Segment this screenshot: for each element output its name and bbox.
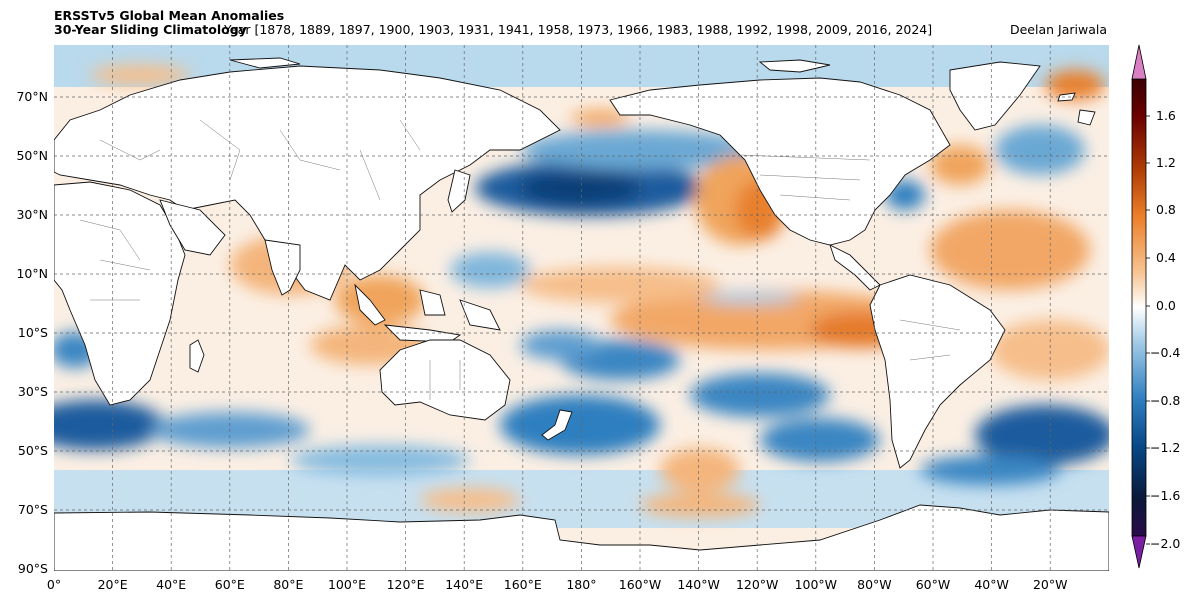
colorbar-tick: 0.8 xyxy=(1156,202,1176,217)
lon-tick: 120°W xyxy=(736,577,778,592)
title-line-1: ERSSTv5 Global Mean Anomalies xyxy=(54,8,285,23)
colorbar-tick: −1.6 xyxy=(1150,488,1180,503)
lon-tick: 100°W xyxy=(795,577,837,592)
latitude-tick-labels: 70°N 50°N 30°N 10°N 10°S 30°S 50°S 70°S … xyxy=(16,89,48,576)
lon-tick: 180° xyxy=(566,577,596,592)
lon-tick: 140°W xyxy=(677,577,719,592)
colorbar-tick: 0.4 xyxy=(1156,250,1176,265)
lat-tick: 50°N xyxy=(16,148,48,163)
longitude-tick-labels: 0° 20°E 40°E 60°E 80°E 100°E 120°E 140°E… xyxy=(47,577,1068,592)
colorbar-tick: 1.6 xyxy=(1156,108,1176,123)
colorbar-extend-max xyxy=(1131,44,1147,80)
lon-tick: 80°E xyxy=(273,577,303,592)
lat-tick: 90°S xyxy=(18,561,48,576)
colorbar-tick: −0.4 xyxy=(1150,345,1180,360)
colorbar-tick: −0.8 xyxy=(1150,393,1180,408)
colorbar-extend-min xyxy=(1131,535,1147,569)
lon-tick: 60°W xyxy=(916,577,951,592)
lon-tick: 20°W xyxy=(1033,577,1068,592)
lon-tick: 80°W xyxy=(857,577,892,592)
lon-tick: 160°W xyxy=(619,577,661,592)
colorbar-tick: −1.2 xyxy=(1150,440,1180,455)
title-line-2: 30-Year Sliding Climatology xyxy=(54,22,247,37)
lon-tick: 140°E xyxy=(445,577,483,592)
lon-tick: 40°E xyxy=(156,577,186,592)
lon-tick: 20°E xyxy=(98,577,128,592)
lat-tick: 70°S xyxy=(18,502,48,517)
gridlines xyxy=(54,45,1109,571)
map-area xyxy=(54,45,1109,571)
lon-tick: 0° xyxy=(47,577,61,592)
colorbar: 1.6 1.2 0.8 0.4 0.0 −0.4 −0.8 −1.2 −1.6 … xyxy=(1131,44,1180,569)
lon-tick: 120°E xyxy=(387,577,425,592)
sst-anomaly-field xyxy=(54,65,1109,517)
colorbar-tick: 1.2 xyxy=(1156,155,1176,170)
lat-tick: 10°N xyxy=(16,266,48,281)
colorbar-tick: 0.0 xyxy=(1156,298,1176,313)
lon-tick: 100°E xyxy=(328,577,366,592)
land-masses xyxy=(54,57,1109,571)
lat-tick: 30°N xyxy=(16,207,48,222)
lat-tick: 30°S xyxy=(18,384,48,399)
years-label: Year [1878, 1889, 1897, 1900, 1903, 1931… xyxy=(224,22,933,37)
figure-title: ERSSTv5 Global Mean Anomalies 30-Year Sl… xyxy=(54,9,284,37)
colorbar-gradient xyxy=(1131,78,1147,537)
lat-tick: 50°S xyxy=(18,443,48,458)
lat-tick: 10°S xyxy=(18,325,48,340)
country-borders xyxy=(79,119,961,400)
lat-tick: 70°N xyxy=(16,89,48,104)
lon-tick: 60°E xyxy=(215,577,245,592)
colorbar-tick: −2.0 xyxy=(1150,536,1180,551)
lon-tick: 160°E xyxy=(504,577,542,592)
author-label: Deelan Jariwala xyxy=(1009,22,1107,37)
lon-tick: 40°W xyxy=(974,577,1009,592)
